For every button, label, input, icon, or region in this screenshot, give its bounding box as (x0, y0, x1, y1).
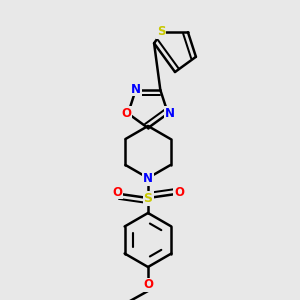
Text: N: N (143, 172, 153, 185)
Text: O: O (174, 185, 184, 199)
Text: O: O (121, 107, 131, 120)
Text: O: O (112, 185, 122, 199)
Text: N: N (165, 107, 175, 120)
Text: O: O (143, 278, 153, 292)
Text: N: N (131, 82, 141, 95)
Text: S: S (157, 25, 165, 38)
Text: S: S (143, 191, 152, 205)
